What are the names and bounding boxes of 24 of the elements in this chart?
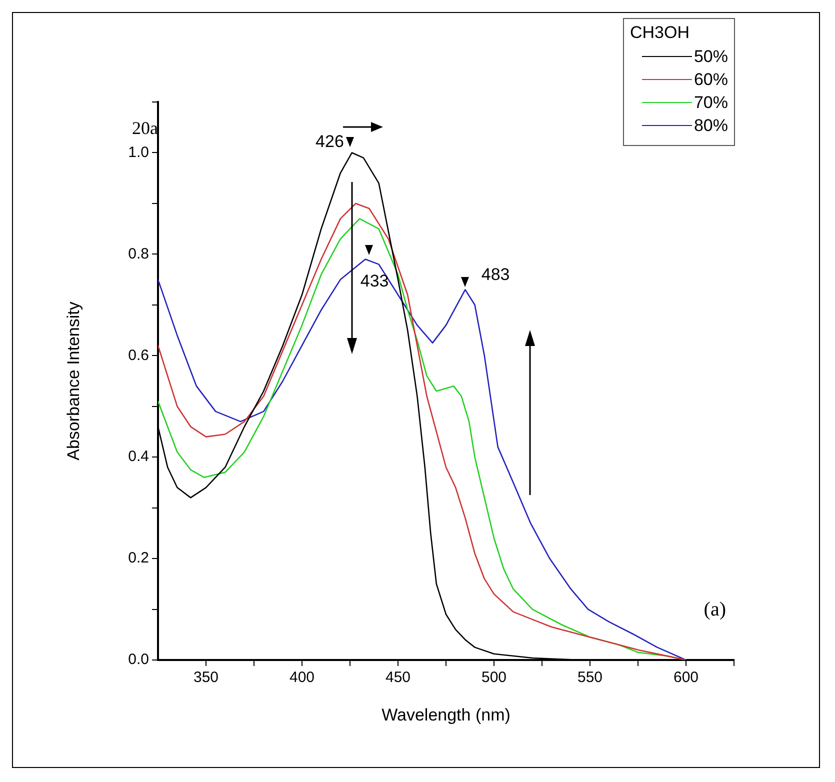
annotation: 426: [316, 132, 344, 151]
legend-label: 60%: [694, 70, 728, 90]
y-tick-label: 1.0: [128, 144, 149, 161]
x-tick-label: 600: [673, 669, 699, 686]
legend-label: 80%: [694, 116, 728, 136]
x-tick-label: 500: [481, 669, 507, 686]
x-tick-label: 350: [193, 669, 219, 686]
legend-label: 50%: [694, 46, 728, 66]
annotation: 483: [481, 264, 510, 284]
x-axis-title: Wavelength (nm): [382, 705, 510, 724]
y-tick-label: 0.6: [128, 346, 149, 364]
annotation: 433: [360, 271, 389, 290]
x-tick-label: 400: [289, 669, 315, 686]
x-tick-label: 450: [385, 669, 411, 686]
legend-title: CH3OH: [630, 23, 691, 43]
y-tick-label: 0.8: [128, 245, 149, 262]
y-tick-label: 0.0: [128, 651, 149, 668]
legend-label: 70%: [694, 92, 728, 112]
y-tick-label: 0.4: [128, 448, 149, 466]
annotation: (a): [704, 598, 726, 620]
y-axis-title: Absorbance Intensity: [64, 301, 83, 460]
x-tick-label: 550: [577, 669, 603, 686]
y-tick-label: 0.2: [128, 550, 149, 567]
text: 20a: [132, 118, 158, 139]
